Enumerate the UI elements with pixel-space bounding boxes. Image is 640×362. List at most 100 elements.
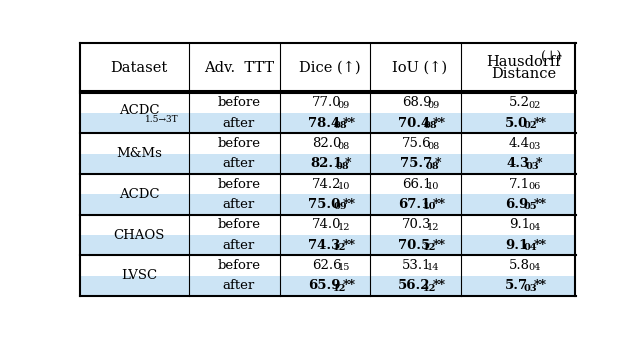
Text: 62.6: 62.6: [312, 259, 342, 272]
Text: 5.2: 5.2: [509, 96, 530, 109]
Text: 75.6: 75.6: [402, 137, 431, 150]
Text: 74.2: 74.2: [312, 178, 342, 191]
Text: after: after: [223, 279, 255, 292]
Text: 09: 09: [428, 101, 440, 110]
Text: Hausdorff: Hausdorff: [486, 55, 561, 69]
Text: 53.1: 53.1: [402, 259, 431, 272]
Text: 03: 03: [524, 284, 538, 293]
Text: ACDC: ACDC: [118, 104, 159, 117]
Text: Dice (↑): Dice (↑): [299, 61, 360, 75]
Text: **: **: [343, 279, 356, 292]
Text: 12: 12: [423, 243, 436, 252]
Text: 12: 12: [333, 284, 347, 293]
Text: **: **: [433, 239, 446, 252]
Text: before: before: [218, 96, 260, 109]
Text: 5.7: 5.7: [505, 279, 528, 292]
Text: Adv.  TTT: Adv. TTT: [204, 61, 274, 75]
Text: 6.9: 6.9: [505, 198, 528, 211]
Text: 12: 12: [428, 223, 440, 232]
Text: **: **: [534, 279, 547, 292]
Text: 56.2: 56.2: [397, 279, 430, 292]
Text: IoU (↑): IoU (↑): [392, 61, 447, 75]
Text: **: **: [343, 239, 356, 252]
Bar: [80, 154, 576, 174]
Text: ACDC: ACDC: [118, 188, 159, 201]
Text: 12: 12: [333, 243, 347, 252]
Text: before: before: [218, 137, 260, 150]
Text: **: **: [343, 117, 356, 130]
Text: before: before: [218, 259, 260, 272]
Text: **: **: [534, 198, 547, 211]
Text: *: *: [435, 157, 442, 171]
Text: Distance: Distance: [491, 67, 556, 81]
Text: 03: 03: [526, 162, 540, 171]
Text: CHAOS: CHAOS: [113, 228, 164, 241]
Text: 70.3: 70.3: [402, 218, 431, 231]
Text: after: after: [223, 117, 255, 130]
Text: 74.3: 74.3: [308, 239, 340, 252]
Text: 68.9: 68.9: [402, 96, 431, 109]
Text: 4.4: 4.4: [509, 137, 530, 150]
Text: 04: 04: [524, 243, 538, 252]
Text: 04: 04: [528, 223, 540, 232]
Text: (↓): (↓): [541, 51, 561, 64]
Bar: [80, 276, 576, 296]
Text: 70.4: 70.4: [397, 117, 430, 130]
Bar: [80, 113, 576, 133]
Text: 65.9: 65.9: [308, 279, 340, 292]
Text: 75.0: 75.0: [308, 198, 340, 211]
Text: 14: 14: [428, 264, 440, 273]
Text: after: after: [223, 198, 255, 211]
Text: M&Ms: M&Ms: [116, 147, 162, 160]
Text: 74.0: 74.0: [312, 218, 342, 231]
Text: 06: 06: [528, 182, 540, 191]
Text: **: **: [343, 198, 356, 211]
Text: 9.1: 9.1: [509, 218, 530, 231]
Text: 5.0: 5.0: [505, 117, 528, 130]
Text: 75.7: 75.7: [400, 157, 432, 171]
Text: 09: 09: [333, 202, 347, 211]
Text: after: after: [223, 239, 255, 252]
Text: before: before: [218, 178, 260, 191]
Text: **: **: [534, 239, 547, 252]
Text: *: *: [345, 157, 351, 171]
Text: **: **: [534, 117, 547, 130]
Text: 08: 08: [425, 162, 439, 171]
Text: 4.3: 4.3: [507, 157, 530, 171]
Bar: [80, 194, 576, 215]
Text: 08: 08: [423, 121, 436, 130]
Text: 12: 12: [423, 284, 436, 293]
Text: 70.5: 70.5: [397, 239, 430, 252]
Text: before: before: [218, 218, 260, 231]
Text: 10: 10: [337, 182, 349, 191]
Text: 03: 03: [528, 142, 540, 151]
Text: 1.5→3T: 1.5→3T: [145, 115, 179, 123]
Text: 02: 02: [528, 101, 540, 110]
Text: Dataset: Dataset: [110, 61, 168, 75]
Text: 9.1: 9.1: [505, 239, 528, 252]
Text: 10: 10: [428, 182, 440, 191]
Text: 77.0: 77.0: [312, 96, 342, 109]
Text: 04: 04: [528, 264, 540, 273]
Text: after: after: [223, 157, 255, 171]
Text: 15: 15: [337, 264, 349, 273]
Text: 09: 09: [337, 101, 349, 110]
Text: **: **: [433, 279, 446, 292]
Text: 5.8: 5.8: [509, 259, 530, 272]
Text: *: *: [536, 157, 542, 171]
Text: **: **: [433, 117, 446, 130]
Bar: [80, 235, 576, 255]
Text: 08: 08: [333, 121, 347, 130]
Text: 02: 02: [524, 121, 538, 130]
Text: 66.1: 66.1: [402, 178, 431, 191]
Text: 12: 12: [337, 223, 350, 232]
Text: 10: 10: [423, 202, 436, 211]
Text: 05: 05: [524, 202, 538, 211]
Text: 08: 08: [428, 142, 440, 151]
Text: 67.1: 67.1: [397, 198, 430, 211]
Text: 78.4: 78.4: [308, 117, 340, 130]
Text: **: **: [433, 198, 446, 211]
Text: 82.1: 82.1: [310, 157, 342, 171]
Text: 82.0: 82.0: [312, 137, 341, 150]
Text: 08: 08: [337, 142, 349, 151]
